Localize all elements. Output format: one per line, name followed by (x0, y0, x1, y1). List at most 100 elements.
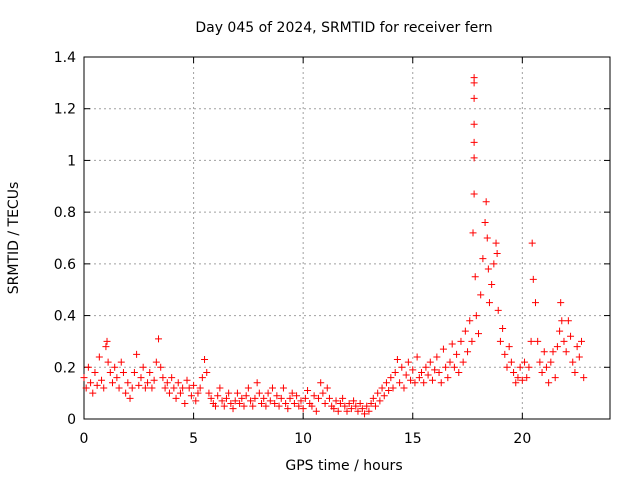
data-point (470, 94, 478, 102)
data-point (295, 402, 303, 410)
data-point (501, 350, 509, 358)
data-point (297, 397, 305, 405)
data-point (317, 379, 325, 387)
data-point (400, 384, 408, 392)
data-point (288, 389, 296, 397)
data-point (428, 376, 436, 384)
data-point (545, 379, 553, 387)
data-point (179, 384, 187, 392)
data-point (130, 368, 138, 376)
data-point (481, 218, 489, 226)
data-point (514, 374, 522, 382)
data-point (266, 397, 274, 405)
data-point (159, 374, 167, 382)
data-point (371, 402, 379, 410)
data-point (312, 407, 320, 415)
data-point (183, 376, 191, 384)
data-point (365, 407, 373, 415)
data-points (80, 74, 588, 418)
data-point (393, 356, 401, 364)
data-point (268, 384, 276, 392)
data-point (482, 198, 490, 206)
x-axis: 0 5 10 15 20 (80, 57, 531, 447)
data-point (389, 384, 397, 392)
x-axis-title: GPS time / hours (285, 458, 402, 474)
x-tick-label: 20 (513, 431, 531, 447)
data-point (277, 394, 285, 402)
y-tick-label: 1.4 (54, 50, 76, 66)
data-point (420, 379, 428, 387)
data-point (562, 348, 570, 356)
data-point (488, 281, 496, 289)
data-point (323, 384, 331, 392)
data-point (484, 265, 492, 273)
data-point (361, 410, 369, 418)
data-point (422, 363, 430, 371)
data-point (470, 79, 478, 87)
data-point (103, 337, 111, 345)
data-point (102, 343, 110, 351)
data-point (492, 239, 500, 247)
data-point (424, 371, 432, 379)
data-point (238, 394, 246, 402)
data-point (380, 392, 388, 400)
data-point (319, 389, 327, 397)
data-point (485, 299, 493, 307)
data-point (196, 384, 204, 392)
data-point (113, 374, 121, 382)
data-point (155, 335, 163, 343)
data-point (106, 368, 114, 376)
data-point (426, 358, 434, 366)
data-point (284, 405, 292, 413)
data-point (402, 371, 410, 379)
data-point (87, 379, 95, 387)
data-point (387, 374, 395, 382)
data-point (483, 234, 491, 242)
data-point (567, 332, 575, 340)
data-point (227, 399, 235, 407)
data-point (363, 402, 371, 410)
y-tick-label: 1.2 (54, 102, 76, 118)
data-point (260, 394, 268, 402)
data-point (446, 358, 454, 366)
data-point (190, 381, 198, 389)
data-point (262, 402, 270, 410)
data-point (242, 392, 250, 400)
data-point (150, 376, 158, 384)
data-point (534, 337, 542, 345)
data-point (468, 337, 476, 345)
y-tick-label: 0.6 (54, 257, 76, 273)
chart-title: Day 045 of 2024, SRMTID for receiver fer… (195, 20, 492, 36)
data-point (229, 405, 237, 413)
data-point (461, 327, 469, 335)
data-point (236, 399, 244, 407)
data-point (382, 379, 390, 387)
data-point (411, 379, 419, 387)
data-point (100, 384, 108, 392)
data-point (157, 363, 165, 371)
data-point (172, 394, 180, 402)
x-tick-label: 15 (404, 431, 422, 447)
data-point (493, 250, 501, 258)
data-point (538, 368, 546, 376)
data-point (135, 381, 143, 389)
data-point (510, 368, 518, 376)
data-point (464, 348, 472, 356)
data-point (470, 154, 478, 162)
data-point (308, 402, 316, 410)
data-point (104, 358, 112, 366)
data-point (407, 376, 415, 384)
data-point (258, 399, 266, 407)
data-point (367, 399, 375, 407)
data-point (525, 363, 533, 371)
data-point (218, 397, 226, 405)
data-point (376, 397, 384, 405)
data-point (301, 394, 309, 402)
data-point (573, 343, 581, 351)
y-tick-label: 0.2 (54, 360, 76, 376)
data-point (551, 374, 559, 382)
data-point (556, 327, 564, 335)
data-point (569, 358, 577, 366)
data-point (91, 368, 99, 376)
data-point (444, 374, 452, 382)
